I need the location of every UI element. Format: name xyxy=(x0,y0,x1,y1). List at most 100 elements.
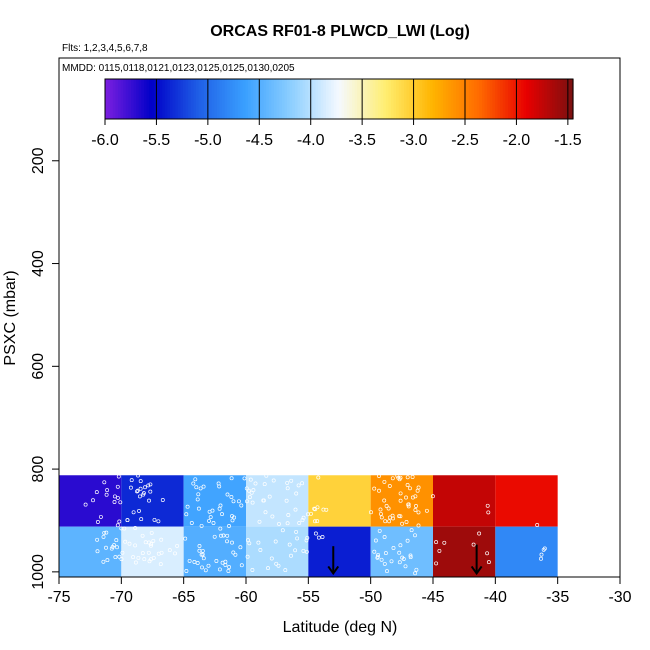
colorbar-swatch xyxy=(125,79,129,119)
observation-point xyxy=(175,543,180,548)
colorbar-swatch xyxy=(164,79,168,119)
observation-point xyxy=(189,521,194,525)
colorbar-swatch xyxy=(294,79,298,119)
colorbar-swatch xyxy=(536,79,540,119)
heatmap-cell xyxy=(370,475,433,527)
observation-point xyxy=(98,514,103,519)
heatmap-cell xyxy=(495,475,558,527)
observation-point xyxy=(415,488,420,493)
colorbar-swatch xyxy=(445,79,449,119)
colorbar-swatch xyxy=(240,79,244,119)
colorbar-swatch xyxy=(315,79,319,119)
colorbar-swatch xyxy=(422,79,426,119)
colorbar-swatch xyxy=(528,79,532,119)
x-tick-label: -50 xyxy=(359,589,382,606)
observation-point xyxy=(183,536,188,541)
colorbar-swatch xyxy=(201,79,205,119)
colorbar-swatch xyxy=(567,79,571,119)
colorbar-swatch xyxy=(341,79,345,119)
observation-point xyxy=(148,482,153,487)
colorbar-swatch xyxy=(320,79,324,119)
observation-point xyxy=(203,568,208,573)
observation-point xyxy=(102,480,107,485)
colorbar-swatch xyxy=(144,79,148,119)
x-tick-label: -75 xyxy=(47,589,70,606)
colorbar-swatch xyxy=(328,79,332,119)
observation-point xyxy=(196,506,201,511)
observation-point xyxy=(247,541,252,546)
colorbar-swatch xyxy=(526,79,530,119)
observation-point xyxy=(266,566,270,571)
observation-point xyxy=(309,511,313,516)
observation-point xyxy=(229,495,234,499)
colorbar-swatch xyxy=(268,79,272,119)
colorbar-swatch xyxy=(378,79,382,119)
observation-point xyxy=(257,519,262,524)
observation-point xyxy=(387,519,392,524)
observation-point xyxy=(287,542,292,547)
colorbar-swatch xyxy=(547,79,551,119)
observation-point xyxy=(184,512,189,517)
observation-point xyxy=(271,478,276,483)
observation-point xyxy=(160,498,165,502)
observation-point xyxy=(249,490,254,495)
observation-point xyxy=(246,538,250,543)
colorbar-swatch xyxy=(437,79,441,119)
colorbar-swatch xyxy=(476,79,480,119)
observation-point xyxy=(122,526,127,531)
colorbar-swatch xyxy=(172,79,176,119)
observation-point xyxy=(135,489,139,494)
colorbar-swatch xyxy=(515,79,519,119)
colorbar-swatch xyxy=(560,79,564,119)
observation-point xyxy=(442,540,447,545)
observation-point xyxy=(270,514,275,519)
colorbar-swatch xyxy=(471,79,475,119)
observation-point xyxy=(95,537,100,542)
colorbar-swatch xyxy=(118,79,122,119)
observation-point xyxy=(273,539,278,544)
observation-point xyxy=(197,548,202,553)
x-tick-label: -40 xyxy=(484,589,507,606)
observation-point xyxy=(119,557,124,562)
observation-point xyxy=(539,556,543,561)
colorbar-swatch xyxy=(331,79,335,119)
observation-point xyxy=(149,530,154,535)
observation-point xyxy=(104,545,108,550)
observation-point xyxy=(227,565,232,570)
colorbar-swatch xyxy=(248,79,252,119)
colorbar-swatch xyxy=(495,79,499,119)
observation-point xyxy=(406,504,411,509)
y-tick-label: 200 xyxy=(30,147,47,174)
observation-point xyxy=(102,530,107,535)
observation-point xyxy=(95,549,100,554)
colorbar-swatch xyxy=(242,79,246,119)
observation-point xyxy=(398,514,403,519)
colorbar-swatch xyxy=(388,79,392,119)
observation-point xyxy=(485,551,490,556)
observation-point xyxy=(231,499,236,504)
colorbar-swatch xyxy=(274,79,278,119)
observation-point xyxy=(304,549,309,554)
colorbar-swatch xyxy=(375,79,379,119)
observation-point xyxy=(207,518,211,523)
observation-point xyxy=(129,478,134,483)
observation-point xyxy=(239,503,244,508)
observation-point xyxy=(225,492,230,497)
colorbar-swatch xyxy=(229,79,233,119)
x-axis-label: Latitude (deg N) xyxy=(283,619,398,636)
observation-point xyxy=(152,517,157,522)
observation-point xyxy=(250,568,255,572)
colorbar-swatch xyxy=(352,79,356,119)
colorbar-swatch xyxy=(440,79,444,119)
observation-point xyxy=(369,510,373,515)
observation-point xyxy=(115,545,119,550)
colorbar-swatch xyxy=(391,79,395,119)
colorbar-swatch xyxy=(365,79,369,119)
observation-point xyxy=(408,553,413,558)
observation-point xyxy=(139,517,144,522)
observation-point xyxy=(372,549,377,554)
colorbar-swatch xyxy=(339,79,343,119)
colorbar-swatch xyxy=(216,79,220,119)
observation-point xyxy=(118,500,123,505)
observation-point xyxy=(398,491,403,496)
